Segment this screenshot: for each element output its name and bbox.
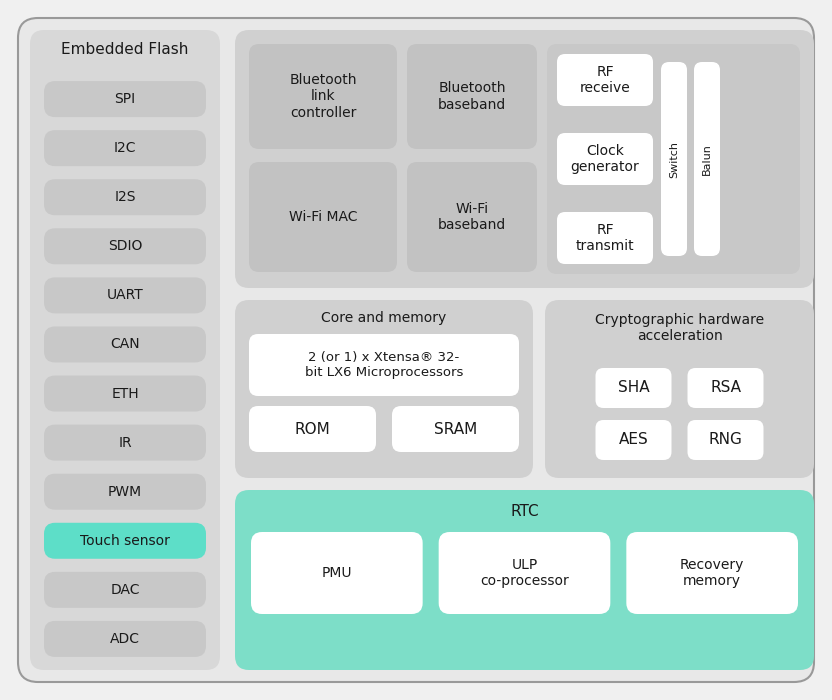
Text: DAC: DAC — [111, 583, 140, 597]
Text: UART: UART — [106, 288, 143, 302]
FancyBboxPatch shape — [44, 375, 206, 412]
Text: Cryptographic hardware
acceleration: Cryptographic hardware acceleration — [595, 313, 764, 343]
FancyBboxPatch shape — [44, 130, 206, 166]
Text: RNG: RNG — [709, 433, 742, 447]
Text: SHA: SHA — [617, 381, 649, 395]
Text: AES: AES — [619, 433, 648, 447]
FancyBboxPatch shape — [249, 162, 397, 272]
FancyBboxPatch shape — [30, 30, 220, 670]
FancyBboxPatch shape — [694, 62, 720, 256]
Text: Wi-Fi
baseband: Wi-Fi baseband — [438, 202, 506, 232]
FancyBboxPatch shape — [547, 44, 800, 274]
FancyBboxPatch shape — [596, 368, 671, 408]
Text: RSA: RSA — [710, 381, 741, 395]
FancyBboxPatch shape — [545, 300, 814, 478]
FancyBboxPatch shape — [44, 523, 206, 559]
FancyBboxPatch shape — [44, 425, 206, 461]
FancyBboxPatch shape — [251, 532, 423, 614]
FancyBboxPatch shape — [407, 162, 537, 272]
FancyBboxPatch shape — [44, 81, 206, 117]
Text: CAN: CAN — [110, 337, 140, 351]
Text: SDIO: SDIO — [108, 239, 142, 253]
FancyBboxPatch shape — [557, 54, 653, 106]
Text: ADC: ADC — [110, 632, 140, 646]
Text: PMU: PMU — [322, 566, 352, 580]
Text: SPI: SPI — [115, 92, 136, 106]
Text: Bluetooth
baseband: Bluetooth baseband — [438, 81, 506, 111]
Text: RTC: RTC — [510, 505, 539, 519]
Text: Balun: Balun — [702, 143, 712, 175]
Text: PWM: PWM — [108, 484, 142, 498]
Text: Recovery
memory: Recovery memory — [680, 558, 745, 588]
FancyBboxPatch shape — [687, 420, 764, 460]
Text: SRAM: SRAM — [433, 421, 477, 437]
FancyBboxPatch shape — [44, 179, 206, 215]
FancyBboxPatch shape — [557, 133, 653, 185]
Text: IR: IR — [118, 435, 131, 449]
FancyBboxPatch shape — [438, 532, 611, 614]
FancyBboxPatch shape — [407, 44, 537, 149]
FancyBboxPatch shape — [596, 420, 671, 460]
Text: ULP
co-processor: ULP co-processor — [480, 558, 569, 588]
FancyBboxPatch shape — [235, 490, 814, 670]
Text: ROM: ROM — [295, 421, 330, 437]
FancyBboxPatch shape — [687, 368, 764, 408]
FancyBboxPatch shape — [661, 62, 687, 256]
FancyBboxPatch shape — [235, 300, 533, 478]
Text: Switch: Switch — [669, 141, 679, 178]
Text: RF
transmit: RF transmit — [576, 223, 634, 253]
FancyBboxPatch shape — [626, 532, 798, 614]
Text: Core and memory: Core and memory — [321, 311, 447, 325]
Text: RF
receive: RF receive — [580, 65, 631, 95]
Text: ETH: ETH — [111, 386, 139, 400]
FancyBboxPatch shape — [235, 30, 814, 288]
Text: Wi-Fi MAC: Wi-Fi MAC — [289, 210, 357, 224]
FancyBboxPatch shape — [392, 406, 519, 452]
Text: Embedded Flash: Embedded Flash — [62, 43, 189, 57]
FancyBboxPatch shape — [44, 621, 206, 657]
FancyBboxPatch shape — [249, 406, 376, 452]
FancyBboxPatch shape — [18, 18, 814, 682]
Text: Bluetooth
link
controller: Bluetooth link controller — [290, 74, 357, 120]
FancyBboxPatch shape — [44, 474, 206, 510]
FancyBboxPatch shape — [44, 277, 206, 314]
FancyBboxPatch shape — [557, 212, 653, 264]
FancyBboxPatch shape — [249, 44, 397, 149]
FancyBboxPatch shape — [44, 326, 206, 363]
Text: Touch sensor: Touch sensor — [80, 534, 170, 548]
Text: I2C: I2C — [114, 141, 136, 155]
Text: I2S: I2S — [114, 190, 136, 204]
FancyBboxPatch shape — [44, 228, 206, 265]
FancyBboxPatch shape — [44, 572, 206, 608]
Text: 2 (or 1) x Xtensa® 32-
bit LX6 Microprocessors: 2 (or 1) x Xtensa® 32- bit LX6 Microproc… — [305, 351, 463, 379]
Text: Clock
generator: Clock generator — [571, 144, 639, 174]
FancyBboxPatch shape — [249, 334, 519, 396]
